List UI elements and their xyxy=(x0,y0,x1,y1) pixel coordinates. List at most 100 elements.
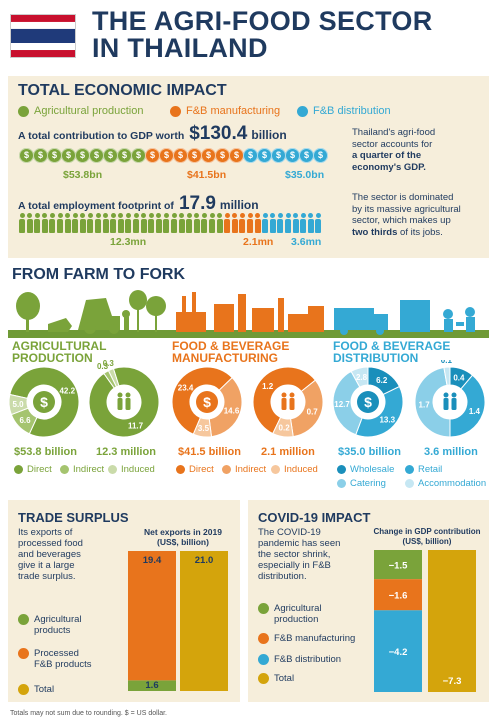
legend-label: production xyxy=(274,614,319,625)
dollar-coin-icon: $ xyxy=(299,148,314,163)
bar-total xyxy=(428,550,476,692)
dollar-coin-icon: $ xyxy=(61,148,76,163)
person-icon xyxy=(57,213,63,233)
donut-value-label: 1.2 xyxy=(262,382,274,391)
dollar-coin-icon: $ xyxy=(229,148,244,163)
donut-slice xyxy=(88,366,160,438)
legend-dot xyxy=(258,654,269,665)
covid-bar-chart: −1.5 −1.6 −4.2 −7.3 xyxy=(374,550,476,692)
person-icon xyxy=(79,213,86,233)
legend-label: Induced xyxy=(284,464,318,475)
dollar-coin-icon: $ xyxy=(173,148,188,163)
dollar-coin-icon: $ xyxy=(19,148,34,163)
title-line-1: THE AGRI-FOOD SECTOR xyxy=(92,6,433,36)
donut-slice xyxy=(107,368,120,388)
section-title-line: FOOD & BEVERAGE xyxy=(172,339,290,353)
text-line: processed food xyxy=(18,538,83,549)
jobs-share-note: The sector is dominated by its massive a… xyxy=(352,192,484,238)
section-title-manufacturing: FOOD & BEVERAGE MANUFACTURING xyxy=(172,340,289,364)
person-icon xyxy=(64,213,71,233)
person-icon xyxy=(19,213,25,233)
trade-chart-title: Net exports in 2019 (US$, billion) xyxy=(128,527,238,547)
legend-dot xyxy=(258,633,269,644)
dollar-coin-icon: $ xyxy=(89,148,104,163)
legend-label: F&B manufacturing xyxy=(186,105,281,117)
dollar-coin-icon: $ xyxy=(257,148,272,163)
covid-legend-total: Total xyxy=(258,673,294,684)
dollar-coin-icon: $ xyxy=(75,148,90,163)
legend-label: Catering xyxy=(350,478,386,489)
legend-dot xyxy=(337,479,346,488)
bar-label-total: −7.3 xyxy=(443,676,462,687)
donut-slice xyxy=(208,376,243,438)
trade-legend-agricultural: Agricultural products xyxy=(18,614,82,636)
donut-value-label: 13.3 xyxy=(379,415,395,424)
person-icon xyxy=(285,213,291,233)
chart-title-line: (US$, billion) xyxy=(157,537,209,547)
person-icon xyxy=(125,213,132,233)
economic-impact-title: TOTAL ECONOMIC IMPACT xyxy=(18,82,227,99)
donut-slice xyxy=(272,416,294,438)
dollar-coin-icon: $ xyxy=(271,148,286,163)
gdp-part-dist: $35.0bn xyxy=(285,169,325,181)
emp-part-agri: 12.3mn xyxy=(110,236,147,248)
person-icon xyxy=(247,213,253,233)
legend-dot xyxy=(14,465,23,474)
legend-wholesale: Wholesale xyxy=(337,464,394,475)
legend-label: Indirect xyxy=(73,464,105,475)
person-icon xyxy=(155,213,162,233)
donut-value-label: 0.1 xyxy=(441,360,453,365)
text-line: the sector shrink, xyxy=(258,549,331,560)
text-line: Its exports of xyxy=(18,527,73,538)
text-line: give it a large xyxy=(18,560,75,571)
thailand-flag-icon xyxy=(10,14,76,58)
donut-value-label: 6.6 xyxy=(19,416,31,425)
person-icon xyxy=(41,213,48,233)
person-icon xyxy=(117,213,124,233)
dollar-coin-icon: $ xyxy=(117,148,132,163)
legend-dot xyxy=(18,684,29,695)
dollar-coin-icon: $ xyxy=(313,148,328,163)
legend-direct: Direct xyxy=(176,464,214,475)
person-icon xyxy=(193,213,200,233)
title-line-2: IN THAILAND xyxy=(92,33,268,63)
chart-title-line: Net exports in 2019 xyxy=(144,527,222,537)
text-line: The COVID-19 xyxy=(258,527,321,538)
covid-impact-text: The COVID-19 pandemic has seen the secto… xyxy=(258,527,368,582)
legend-induced: Induced xyxy=(108,464,155,475)
donut-value-label: 5.0 xyxy=(13,400,25,409)
donut-value-label: 42.2 xyxy=(59,386,75,395)
legend-direct: Direct xyxy=(14,464,52,475)
legend-dot xyxy=(405,479,414,488)
employment-line: A total employment footprint of 17.9 mil… xyxy=(18,193,259,215)
dist-gdp-total: $35.0 billion xyxy=(338,446,401,458)
donut-value-label: 14.6 xyxy=(224,407,240,416)
note-line: economy's GDP. xyxy=(352,161,426,173)
people-icon xyxy=(117,392,131,410)
bar-total xyxy=(180,551,228,691)
person-icon xyxy=(216,213,223,233)
donut-slice xyxy=(192,416,213,438)
legend-label: Direct xyxy=(27,464,52,475)
people-icon xyxy=(281,392,295,410)
legend-label: Total xyxy=(34,684,55,695)
bar-label-total: 21.0 xyxy=(195,555,214,566)
note-line: sector accounts for xyxy=(352,138,433,150)
legend-fb-manufacturing: F&B manufacturing xyxy=(170,105,280,117)
trade-legend-total: Total xyxy=(18,684,54,695)
donut-slice xyxy=(414,366,451,438)
legend-dot xyxy=(405,465,414,474)
donut-value-label: 23.4 xyxy=(178,383,194,392)
dollar-icon: $ xyxy=(196,391,218,413)
legend-label: F&B products xyxy=(34,659,92,670)
donut-value-label: 11.7 xyxy=(128,421,144,430)
note-tail: of its jobs. xyxy=(397,226,443,238)
section-title-line: FOOD & BEVERAGE xyxy=(333,339,451,353)
dollar-icon: $ xyxy=(357,391,379,413)
donut-slice xyxy=(355,385,404,438)
legend-label: Induced xyxy=(121,464,155,475)
legend-retail: Retail xyxy=(405,464,442,475)
bar-processed-fb xyxy=(128,551,176,681)
person-icon xyxy=(178,213,185,233)
gdp-line: A total contribution to GDP worth $130.4… xyxy=(18,123,287,145)
